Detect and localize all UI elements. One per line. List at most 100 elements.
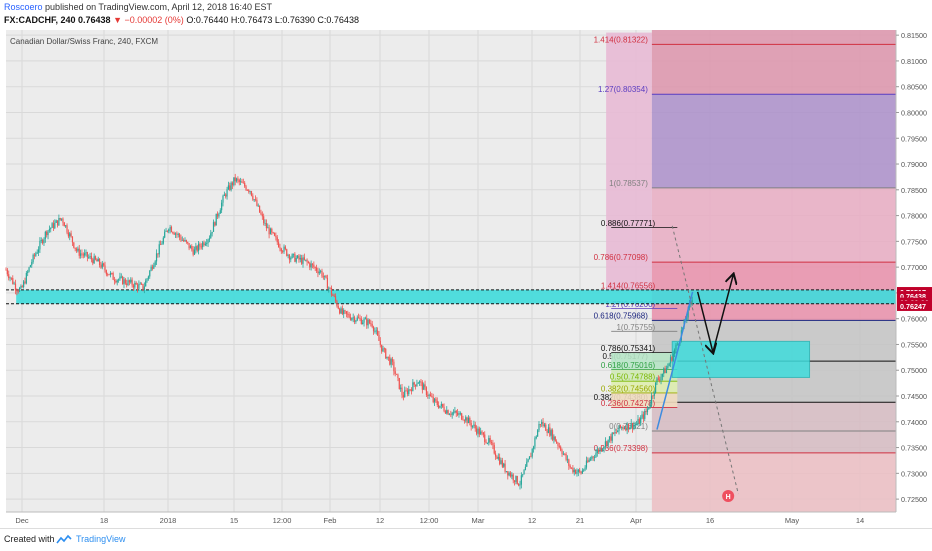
candle-body [328, 287, 330, 289]
candle-body [429, 394, 432, 397]
candle-body [551, 430, 554, 440]
candle-body [600, 447, 602, 451]
candle-body [325, 275, 327, 278]
candle-body [378, 335, 380, 341]
price-chart[interactable]: 1.414(0.81322) 1.27(0.80354) 1(0.78537) 0.7… [0, 28, 932, 528]
candle-body [421, 382, 423, 390]
candle-body [488, 438, 490, 443]
candle-body [204, 243, 206, 246]
price-tag-label: 0.76438 [900, 292, 926, 301]
candle-body [542, 421, 544, 427]
candle-body [674, 349, 676, 354]
candle-body [55, 220, 57, 223]
candle-body [313, 264, 315, 268]
author-link[interactable]: Roscoero [4, 2, 43, 12]
candle-body [527, 459, 529, 462]
candle-body [117, 279, 120, 281]
candle-body [292, 253, 295, 255]
candle-body [301, 257, 303, 264]
candle-body [23, 281, 25, 288]
candle-body [391, 359, 394, 362]
candle-body [413, 382, 415, 385]
candle-body [147, 276, 149, 279]
fib-retracement-band [611, 381, 678, 393]
candle-body [306, 259, 308, 263]
candle-body [177, 234, 179, 235]
candle-body [513, 480, 516, 482]
y-tick-label: 0.80500 [901, 83, 927, 92]
candle-body [501, 460, 503, 467]
candle-body [333, 295, 335, 297]
candle-body [535, 436, 537, 439]
candle-body [444, 411, 447, 414]
candle-body [363, 319, 365, 323]
candle-body [579, 469, 581, 472]
time-axis[interactable] [0, 512, 896, 528]
created-with: Created with [4, 534, 55, 544]
candle-body [458, 413, 460, 415]
candle-body [330, 288, 333, 295]
candle-body [344, 310, 346, 312]
fib-extension-band [651, 402, 896, 453]
candle-body [549, 427, 551, 436]
candle-body [485, 441, 487, 444]
candle-body [244, 182, 246, 187]
candle-body [420, 381, 422, 383]
candle-body [256, 199, 258, 206]
publish-info: published on TradingView.com, April 12, … [45, 2, 273, 12]
candle-body [393, 361, 395, 372]
candle-body [265, 223, 267, 229]
event-marker-icon[interactable] [722, 490, 735, 503]
candle-body [621, 426, 623, 428]
candle-body [211, 231, 213, 234]
candle-body [528, 456, 531, 460]
candle-body [385, 348, 387, 359]
symbol-line: FX:CADCHF, 240 0.76438 ▼ −0.00002 (0%) O… [4, 15, 359, 25]
candle-body [665, 368, 668, 374]
candle-body [482, 432, 484, 435]
candle-body [412, 382, 414, 392]
y-tick-label: 0.74500 [901, 392, 927, 401]
price-axis[interactable] [896, 28, 932, 528]
candle-body [71, 236, 74, 243]
candle-body [318, 271, 320, 274]
candle-body [192, 249, 194, 255]
candle-body [424, 384, 426, 388]
candle-body [221, 202, 223, 211]
fib-extension-label: 0.236(0.73398) [594, 444, 649, 453]
candle-body [649, 403, 651, 408]
candle-body [176, 233, 178, 235]
candle-body [560, 446, 562, 451]
candle-body [389, 357, 391, 365]
candle-body [546, 430, 548, 433]
candle-body [267, 227, 269, 229]
candle-body [604, 441, 607, 447]
candle-body [486, 442, 489, 444]
candle-body [185, 240, 187, 242]
candle-body [398, 377, 400, 389]
candle-body [216, 213, 219, 217]
candle-body [134, 282, 136, 288]
candle-body [111, 273, 113, 274]
candle-body [268, 227, 270, 235]
candle-body [675, 345, 677, 350]
candle-body [686, 317, 688, 321]
candle-body [374, 330, 376, 332]
candle-body [659, 379, 661, 381]
candle-body [286, 249, 288, 256]
candle-body [132, 285, 135, 288]
candle-body [230, 182, 232, 190]
candle-body [93, 256, 95, 264]
candle-body [32, 254, 34, 263]
candle-body [538, 424, 540, 431]
candle-body [62, 218, 64, 223]
target-zone [671, 340, 811, 378]
candle-body [359, 318, 361, 319]
candle-body [195, 246, 197, 250]
candle-body [5, 269, 7, 271]
tradingview-brand-link[interactable]: TradingView [76, 534, 126, 544]
candle-body [509, 472, 512, 477]
support-zone [16, 289, 896, 304]
candle-body [627, 423, 630, 430]
candle-body [50, 227, 52, 230]
